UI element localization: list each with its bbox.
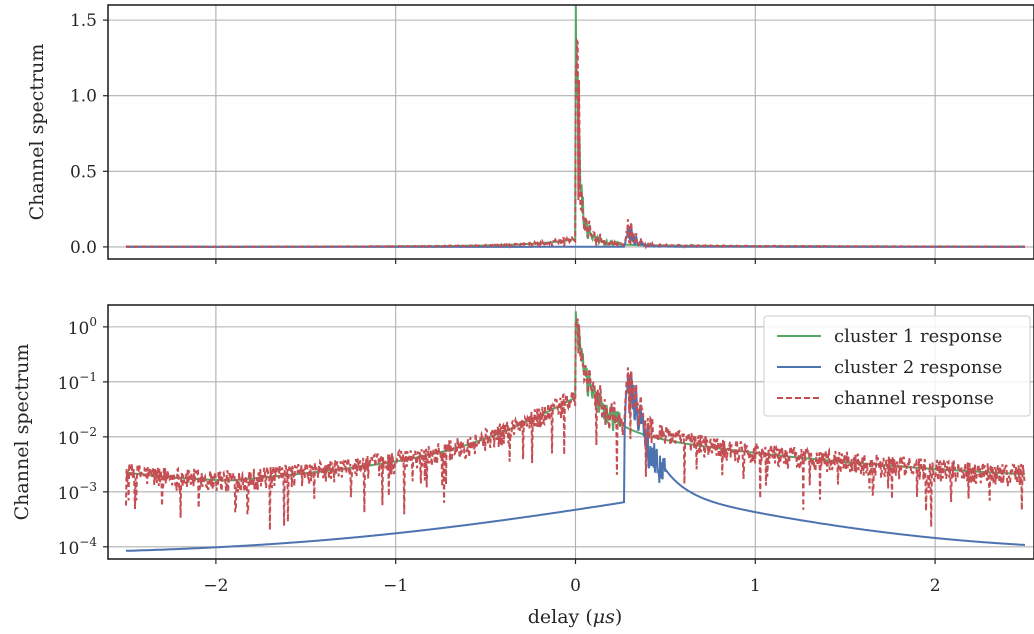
top-series-channel-line: [125, 37, 1026, 251]
bottom-yticks: 100 10−1 10−2 10−3 10−4: [58, 315, 108, 559]
bottom-ytick-label: 10−3: [58, 480, 97, 504]
top-panel: 0.0 0.5 1.0 1.5 Channel spectrum: [26, 4, 1034, 264]
bottom-xtick-label: 0: [570, 576, 581, 596]
bottom-panel: 100 10−1 10−2 10−3 10−4 −2 −1 0 1 2 Channel spec…: [11, 304, 1034, 628]
bottom-xtick-label: −2: [203, 576, 228, 596]
bottom-ytick-label: 10−2: [58, 425, 97, 449]
legend-label-channel: channel response: [834, 388, 994, 409]
bottom-ytick-label: 10−1: [58, 370, 97, 394]
x-axis-label: delay (μs): [528, 606, 623, 628]
legend-box: [763, 315, 1031, 417]
legend-label-cluster-2: cluster 2 response: [834, 357, 1002, 378]
top-series-group: [125, 4, 1026, 251]
top-yticks: 0.0 0.5 1.0 1.5: [70, 11, 108, 258]
bottom-xtick-label: 1: [750, 576, 761, 596]
top-ytick-label: 0.0: [70, 238, 97, 258]
bottom-y-axis-label: Channel spectrum: [11, 344, 33, 521]
bottom-series-cluster-2-line: [125, 372, 1025, 552]
bottom-frame: [107, 304, 1034, 560]
top-ytick-label: 1.0: [70, 87, 97, 107]
top-ytick-label: 1.5: [70, 11, 97, 31]
top-ytick-label: 0.5: [70, 162, 97, 182]
bottom-series-channel-line: [125, 318, 1026, 530]
top-frame: [107, 4, 1034, 260]
legend-label-cluster-1: cluster 1 response: [834, 326, 1002, 347]
bottom-series-group: [125, 311, 1026, 552]
bottom-xtick-label: 2: [930, 576, 941, 596]
bottom-ytick-label: 10−4: [58, 535, 98, 559]
bottom-ytick-label: 100: [68, 315, 97, 339]
legend: cluster 1 response cluster 2 response ch…: [763, 315, 1031, 417]
top-plot-area: [108, 5, 1034, 259]
top-y-axis-label: Channel spectrum: [26, 44, 48, 221]
bottom-xtick-label: −1: [383, 576, 408, 596]
bottom-xticks: −2 −1 0 1 2: [203, 559, 941, 596]
